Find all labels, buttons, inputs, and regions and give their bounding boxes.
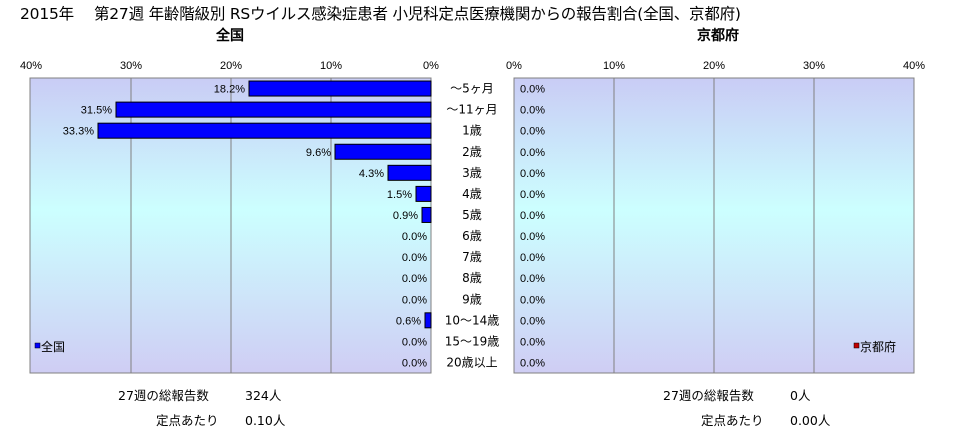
kyoto-total-label: 27週の総報告数 [663,388,754,403]
national-bar [248,80,432,97]
kyoto-data-label: 0.0% [520,105,545,117]
kyoto-data-label: 0.0% [520,147,545,159]
national-data-label: 4.3% [359,168,384,180]
kyoto-panel-title: 京都府 [697,28,739,44]
category-label: ～5ヶ月 [450,82,494,96]
kyoto-tick-label: 40% [903,60,925,72]
national-tick-label: 40% [20,60,42,72]
national-data-label: 33.3% [63,126,94,138]
kyoto-data-label: 0.0% [520,84,545,96]
page-title: 2015年 第27週 年齢階級別 RSウイルス感染症患者 小児科定点医療機関から… [20,5,741,23]
national-tick-label: 10% [320,60,342,72]
national-data-label: 1.5% [387,189,412,201]
kyoto-data-label: 0.0% [520,273,545,285]
national-legend-swatch [34,342,41,349]
national-panel-title: 全国 [216,28,244,44]
national-data-label: 31.5% [81,105,112,117]
national-total-value: 324人 [245,388,282,403]
national-bar [334,143,432,160]
national-data-label: 0.0% [402,252,427,264]
kyoto-data-label: 0.0% [520,294,545,306]
category-label: ～11ヶ月 [446,103,497,117]
national-data-label: 18.2% [214,84,245,96]
category-label: 10～14歳 [445,313,500,327]
national-bar [387,164,432,181]
category-label: 6歳 [462,229,482,243]
category-label: 1歳 [462,124,482,138]
national-data-label: 0.0% [402,231,427,243]
national-data-label: 0.0% [402,336,427,348]
kyoto-data-label: 0.0% [520,357,545,369]
kyoto-total-value: 0人 [790,388,811,403]
national-data-label: 0.6% [396,315,421,327]
kyoto-data-label: 0.0% [520,252,545,264]
category-label: 15～19歳 [445,334,500,348]
kyoto-data-label: 0.0% [520,336,545,348]
kyoto-per-label: 定点あたり [701,413,764,428]
national-total-label: 27週の総報告数 [118,388,209,403]
national-bar [421,206,432,223]
national-legend-label: 全国 [41,339,65,354]
kyoto-data-label: 0.0% [520,168,545,180]
category-label: 20歳以上 [446,355,497,369]
national-data-label: 0.0% [402,357,427,369]
kyoto-data-label: 0.0% [520,315,545,327]
national-bar [415,185,432,202]
national-bar [424,312,432,329]
category-label: 9歳 [462,292,482,306]
kyoto-data-label: 0.0% [520,231,545,243]
kyoto-data-label: 0.0% [520,210,545,222]
category-label: 2歳 [462,145,482,159]
national-tick-label: 30% [120,60,142,72]
national-per-value: 0.10人 [245,413,286,428]
national-per-label: 定点あたり [156,413,219,428]
kyoto-tick-label: 30% [803,60,825,72]
national-tick-label: 20% [220,60,242,72]
kyoto-data-label: 0.0% [520,126,545,138]
kyoto-legend-label: 京都府 [860,339,896,354]
category-label: 3歳 [462,166,482,180]
national-bar [97,122,432,139]
kyoto-tick-label: 0% [506,60,522,72]
national-tick-label: 0% [423,60,439,72]
kyoto-legend-swatch [853,342,860,349]
category-label: 5歳 [462,208,482,222]
national-data-label: 0.9% [393,210,418,222]
kyoto-tick-label: 10% [603,60,625,72]
category-label: 4歳 [462,187,482,201]
national-bar [115,101,432,118]
national-data-label: 0.0% [402,294,427,306]
category-label: 7歳 [462,250,482,264]
national-data-label: 9.6% [306,147,331,159]
kyoto-data-label: 0.0% [520,189,545,201]
kyoto-per-value: 0.00人 [790,413,831,428]
national-data-label: 0.0% [402,273,427,285]
category-label: 8歳 [462,271,482,285]
kyoto-tick-label: 20% [703,60,725,72]
